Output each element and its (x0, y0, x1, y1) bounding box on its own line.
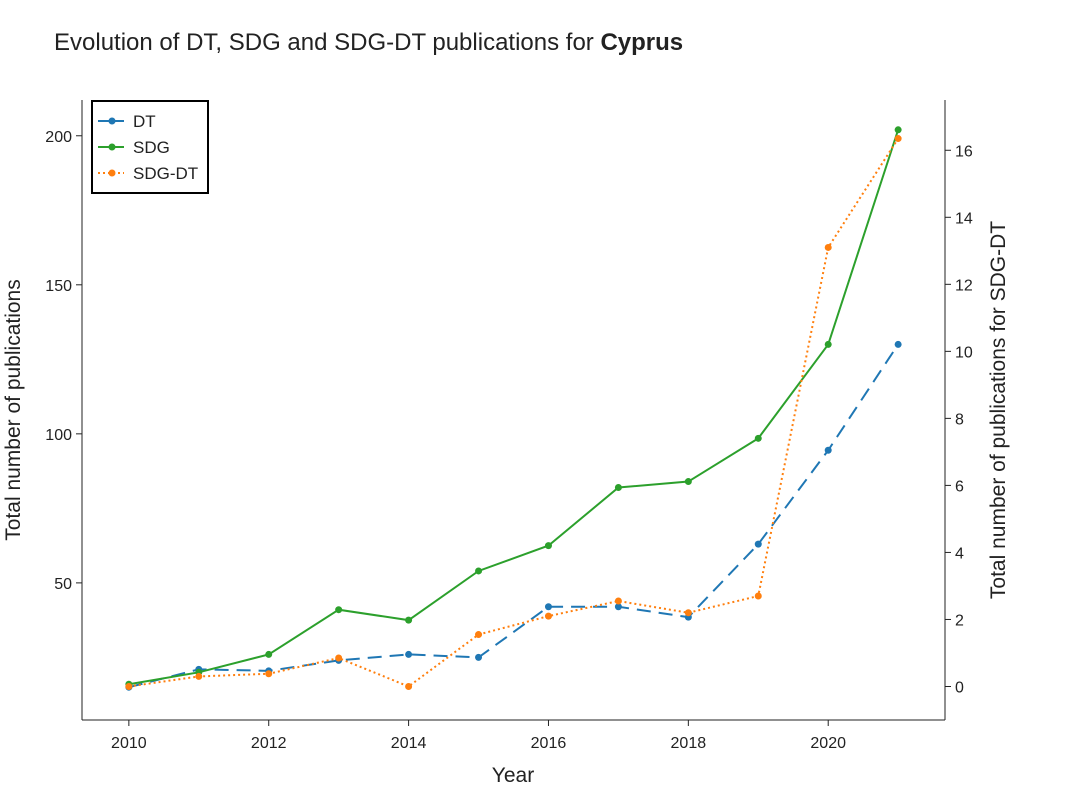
data-point-dt (475, 653, 483, 661)
series-layer (125, 126, 902, 691)
series-sdg (125, 126, 902, 688)
data-point-sdg-dt (335, 654, 343, 662)
series-line-sdg-dt (128, 138, 899, 688)
y-right-tick-label: 0 (955, 679, 964, 696)
x-tick-label: 2020 (810, 735, 846, 752)
series-sdg-dt (125, 135, 902, 690)
data-point-sdg-dt (265, 670, 273, 678)
data-point-sdg (754, 434, 762, 442)
legend-item-sdg-dt: SDG-DT (98, 164, 198, 183)
x-axis-title: Year (492, 764, 534, 787)
chart-title-text: Evolution of DT, SDG and SDG-DT publicat… (54, 29, 600, 56)
y-left-tick-label: 150 (45, 278, 72, 295)
data-point-dt (824, 446, 832, 454)
legend-label: SDG-DT (133, 164, 198, 183)
data-point-sdg (405, 616, 413, 624)
data-point-sdg-dt (125, 682, 133, 690)
data-point-sdg (894, 126, 902, 134)
data-point-sdg (614, 484, 622, 491)
y-axis-left-title: Total number of publications (2, 279, 25, 541)
y-right-tick-label: 16 (955, 143, 973, 160)
y-right-tick-label: 6 (955, 478, 964, 495)
y-left-tick-label: 100 (45, 427, 72, 444)
data-point-sdg-dt (754, 592, 762, 600)
legend-swatch-marker (108, 117, 116, 125)
data-point-sdg-dt (475, 631, 483, 639)
series-dt (125, 340, 902, 691)
data-point-sdg (824, 340, 832, 348)
data-point-sdg (544, 542, 552, 550)
data-point-dt (544, 603, 552, 611)
data-point-sdg-dt (405, 682, 413, 690)
y-right-tick-label: 8 (955, 411, 964, 428)
data-point-sdg (684, 478, 692, 486)
data-point-sdg-dt (544, 612, 552, 620)
data-point-sdg (265, 650, 273, 658)
data-point-sdg (335, 606, 343, 614)
y-right-tick-label: 4 (955, 545, 964, 562)
x-tick-label: 2012 (251, 735, 287, 752)
legend-box (91, 100, 209, 194)
y-right-tick-label: 10 (955, 344, 973, 361)
data-point-dt (754, 540, 762, 548)
legend-swatch-marker (108, 143, 116, 151)
data-point-dt (405, 650, 413, 658)
series-line-dt (128, 343, 899, 689)
y-axis-right-title: Total number of publications for SDG-DT (987, 221, 1010, 599)
legend-label: SDG (133, 138, 170, 157)
legend: DT SDG SDG-DT (91, 100, 209, 194)
y-right-tick-label: 14 (955, 210, 973, 227)
data-point-dt (894, 340, 902, 348)
y-left-tick-label: 50 (54, 576, 72, 593)
legend-label: DT (133, 112, 156, 131)
data-point-sdg-dt (195, 672, 203, 680)
series-line-sdg (128, 129, 900, 686)
legend-item-sdg: SDG (98, 138, 170, 157)
y-right-tick-label: 12 (955, 277, 973, 294)
chart-title-country: Cyprus (600, 29, 683, 56)
axes: 2010 2012 2014 2016 2018 2020 50 100 150 200 0 2 4 6 8… (45, 100, 973, 752)
x-tick-label: 2016 (531, 735, 567, 752)
data-point-sdg-dt (614, 597, 622, 605)
x-tick-label: 2010 (111, 735, 147, 752)
data-point-sdg-dt (894, 135, 902, 143)
y-left-tick-label: 200 (45, 129, 72, 146)
data-point-sdg-dt (684, 609, 692, 617)
legend-swatch-marker (108, 169, 116, 177)
legend-item-dt: DT (98, 112, 156, 131)
y-right-tick-label: 2 (955, 612, 964, 629)
x-tick-label: 2014 (391, 735, 427, 752)
chart-title: Evolution of DT, SDG and SDG-DT publicat… (54, 29, 683, 56)
data-point-sdg (475, 567, 483, 575)
data-point-dt (614, 603, 622, 611)
x-tick-label: 2018 (671, 735, 707, 752)
data-point-sdg-dt (824, 243, 832, 251)
